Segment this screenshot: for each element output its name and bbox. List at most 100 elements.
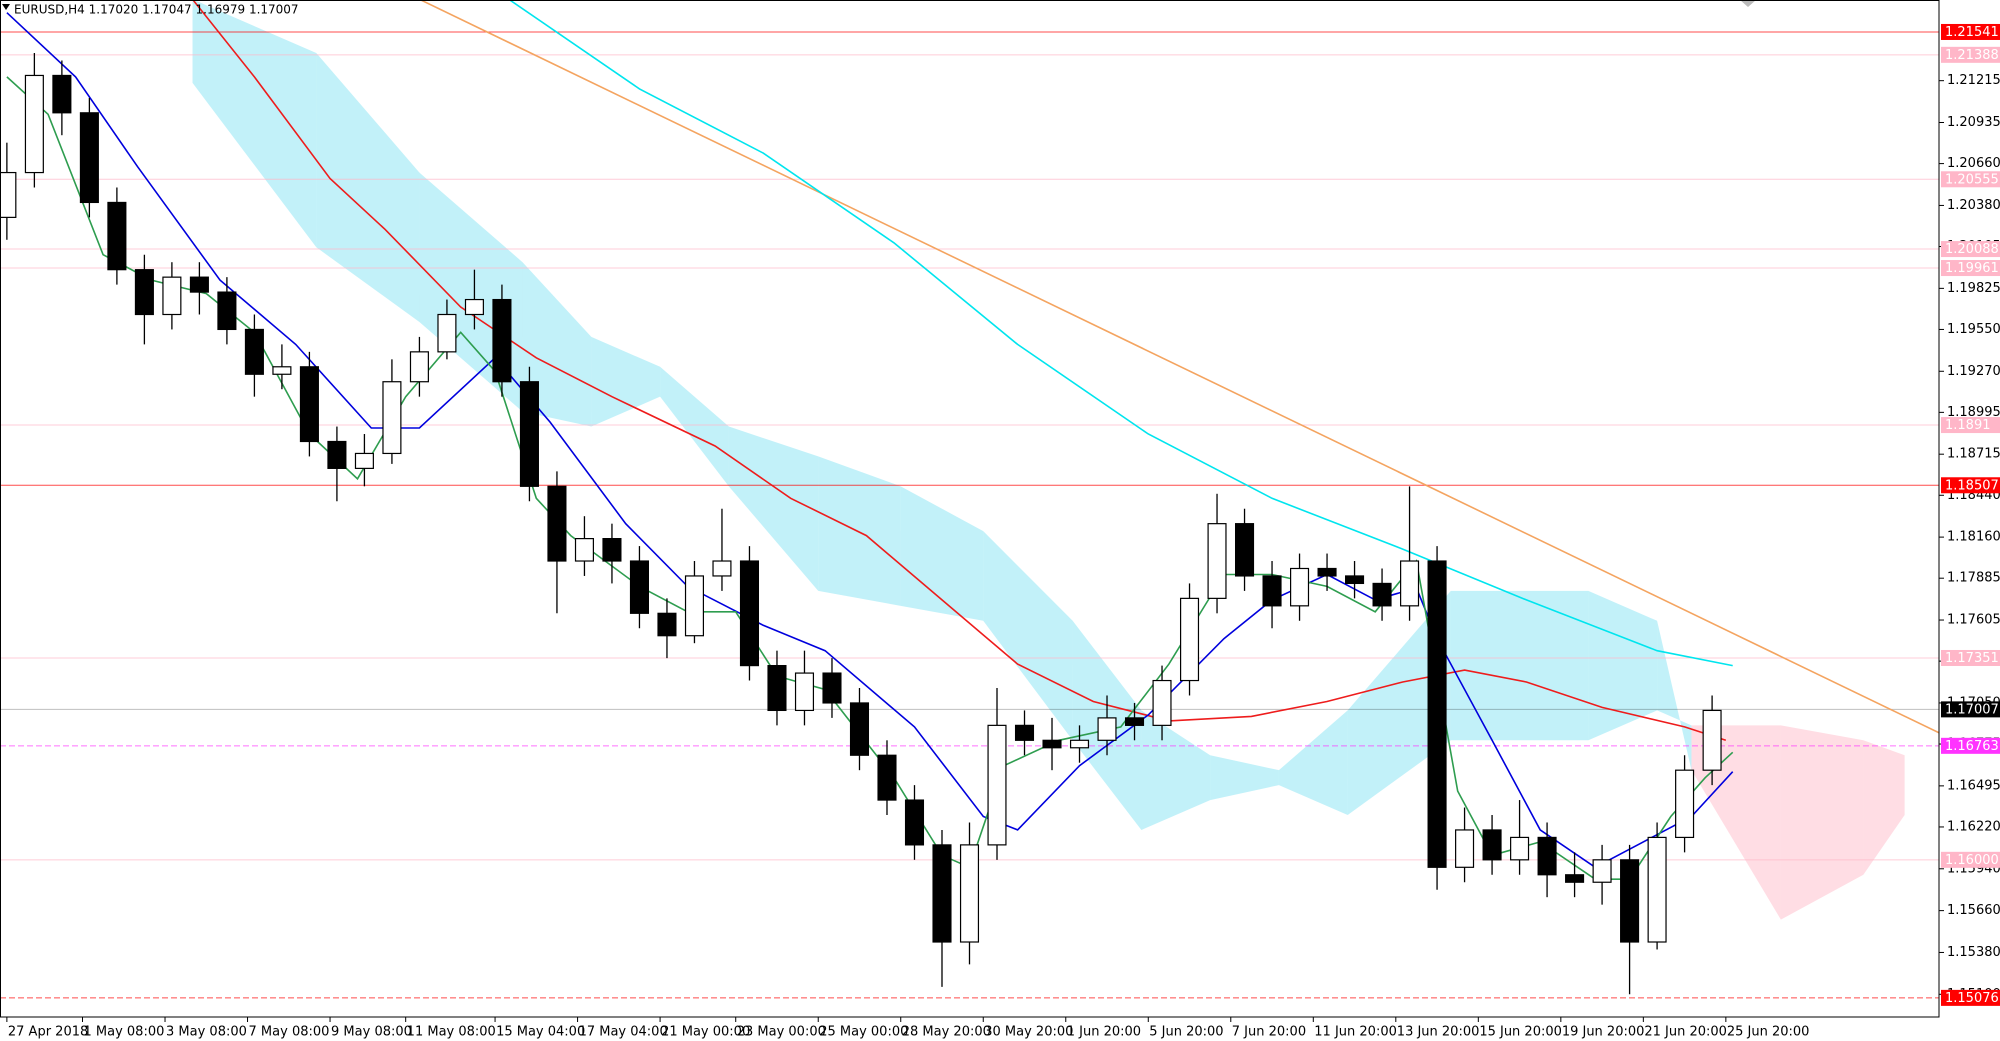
price-level-label: 1.1891 <box>1945 418 1991 433</box>
plot-area <box>0 0 1939 999</box>
x-tick-label: 15 Jun 20:00 <box>1479 1025 1562 1040</box>
cloud-segment <box>1588 590 1658 741</box>
candle-body <box>299 366 319 443</box>
candle-body <box>849 702 870 756</box>
quick-nav-arrow[interactable] <box>1740 0 1756 7</box>
candle-body <box>1179 597 1200 682</box>
y-tick-label: 1.19270 <box>1947 364 2000 379</box>
candle-body <box>1427 560 1447 868</box>
candle-body <box>794 672 815 712</box>
candle-body <box>1620 859 1640 943</box>
cloud-segment <box>1278 710 1348 816</box>
candle-body <box>1262 575 1282 607</box>
candle-body <box>162 276 182 316</box>
price-level-tag <box>1941 851 2000 868</box>
candle-body <box>959 844 980 943</box>
candle-body <box>1207 523 1227 599</box>
cloud-segment <box>316 53 420 322</box>
candle-body <box>1069 739 1090 749</box>
candle-body <box>134 269 154 316</box>
candle-body <box>1124 717 1145 726</box>
candle-body <box>24 74 44 174</box>
price-level-tag <box>1941 23 2000 40</box>
candle-body <box>1372 582 1392 607</box>
cloud-segment <box>1450 590 1589 741</box>
price-level-tag <box>1941 241 2000 258</box>
x-tick-label: 7 May 08:00 <box>249 1025 330 1040</box>
candle-body <box>739 560 760 667</box>
candle-body <box>1317 567 1337 577</box>
x-tick-label: 13 Jun 20:00 <box>1397 1025 1480 1040</box>
y-tick-label: 1.18995 <box>1947 405 2000 420</box>
y-tick-label: 1.15380 <box>1947 945 2000 960</box>
x-tick-label: 9 May 08:00 <box>331 1025 412 1040</box>
y-tick-label: 1.17605 <box>1947 613 2000 628</box>
candle-body <box>1565 874 1585 883</box>
price-level-tag <box>1941 417 2000 434</box>
candle-body <box>932 844 952 943</box>
candle-body <box>547 485 567 562</box>
menu-arrow[interactable] <box>2 4 10 10</box>
x-tick-label: 19 Jun 20:00 <box>1562 1025 1645 1040</box>
cloud-segment <box>1210 755 1279 801</box>
price-level-label: 1.21541 <box>1945 25 1999 40</box>
price-level-label: 1.21388 <box>1945 48 1999 63</box>
price-level-tag <box>1941 737 2000 754</box>
y-tick-label: 1.15660 <box>1947 903 2000 918</box>
candle-body <box>52 74 72 114</box>
candle-body <box>1455 829 1475 868</box>
x-tick-label: 1 Jun 20:00 <box>1067 1025 1141 1040</box>
candle-body <box>272 366 292 375</box>
y-tick-label: 1.18715 <box>1947 447 2000 462</box>
cloud-segment <box>591 336 661 427</box>
y-tick-label: 1.17885 <box>1947 571 2000 586</box>
price-level-label: 1.20555 <box>1945 172 1999 187</box>
candle-body <box>1537 836 1557 876</box>
price-level-label: 1.18507 <box>1945 478 1999 493</box>
price-level-label: 1.16763 <box>1945 739 1999 754</box>
x-tick-label: 28 May 20:00 <box>902 1025 991 1040</box>
x-tick-label: 21 Jun 20:00 <box>1644 1025 1727 1040</box>
candle-body <box>904 799 925 846</box>
price-level-tag <box>1941 260 2000 277</box>
candle-body <box>767 664 787 712</box>
price-level-tag <box>1941 649 2000 666</box>
indicator-line <box>419 0 1939 734</box>
x-tick-label: 23 May 00:00 <box>737 1025 826 1040</box>
cloud-segment <box>522 262 592 427</box>
price-level-label: 1.19961 <box>1945 261 1999 276</box>
candle-body <box>244 328 264 375</box>
x-tick-label: 7 Jun 20:00 <box>1232 1025 1306 1040</box>
y-tick-label: 1.16495 <box>1947 778 2000 793</box>
price-level-tag <box>1941 171 2000 188</box>
candle-body <box>107 201 127 271</box>
price-level-tag <box>1941 989 2000 1006</box>
candle-body <box>1345 575 1365 585</box>
candle-body <box>217 291 237 331</box>
candle-body <box>1647 836 1667 943</box>
candle-body <box>1702 709 1722 771</box>
price-level-tag <box>1941 477 2000 494</box>
x-tick-label: 11 Jun 20:00 <box>1314 1025 1397 1040</box>
x-tick-label: 21 May 00:00 <box>661 1025 750 1040</box>
indicator-line <box>192 0 1727 742</box>
cloud-segment <box>983 531 1073 741</box>
candle-body <box>987 724 1007 846</box>
candle-body <box>1290 567 1310 607</box>
candle-body <box>1097 717 1117 741</box>
price-level-label: 1.17007 <box>1945 702 1999 717</box>
y-tick-label: 1.20660 <box>1947 156 2000 171</box>
candle-body <box>602 538 622 562</box>
x-tick-label: 1 May 08:00 <box>84 1025 165 1040</box>
cloud-segment <box>1863 740 1905 875</box>
x-tick-label: 5 Jun 20:00 <box>1149 1025 1223 1040</box>
cloud-segment <box>728 426 819 591</box>
indicator-line <box>508 0 1733 667</box>
cloud-segment <box>192 0 317 248</box>
y-tick-label: 1.19825 <box>1947 281 2000 296</box>
cloud-segment <box>1141 710 1211 830</box>
candle-body <box>1234 523 1255 577</box>
x-tick-label: 15 May 04:00 <box>496 1025 585 1040</box>
